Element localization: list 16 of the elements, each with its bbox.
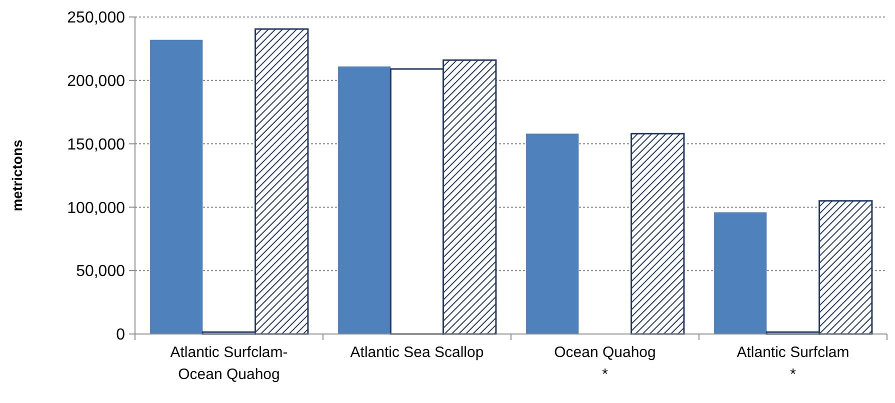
bar <box>338 66 391 334</box>
y-tick-label: 100,000 <box>67 200 126 217</box>
y-tick-label: 150,000 <box>67 136 126 154</box>
x-tick-label: Atlantic Surfclam * <box>736 344 850 383</box>
x-tick-label: Atlantic Surfclam- Ocean Quahog <box>170 344 288 383</box>
y-tick-label: 0 <box>116 326 126 344</box>
y-tick-label: 250,000 <box>67 10 126 27</box>
x-tick-label: Atlantic Sea Scallop <box>350 344 484 361</box>
y-tick-label: 50,000 <box>76 263 126 280</box>
y-tick-label: 200,000 <box>67 73 126 90</box>
x-tick-label: Ocean Quahog * <box>554 344 656 383</box>
bar <box>630 132 685 335</box>
bar <box>714 212 767 334</box>
y-axis-title: metrictons <box>9 140 25 212</box>
bar <box>526 134 579 334</box>
bar <box>150 40 203 334</box>
